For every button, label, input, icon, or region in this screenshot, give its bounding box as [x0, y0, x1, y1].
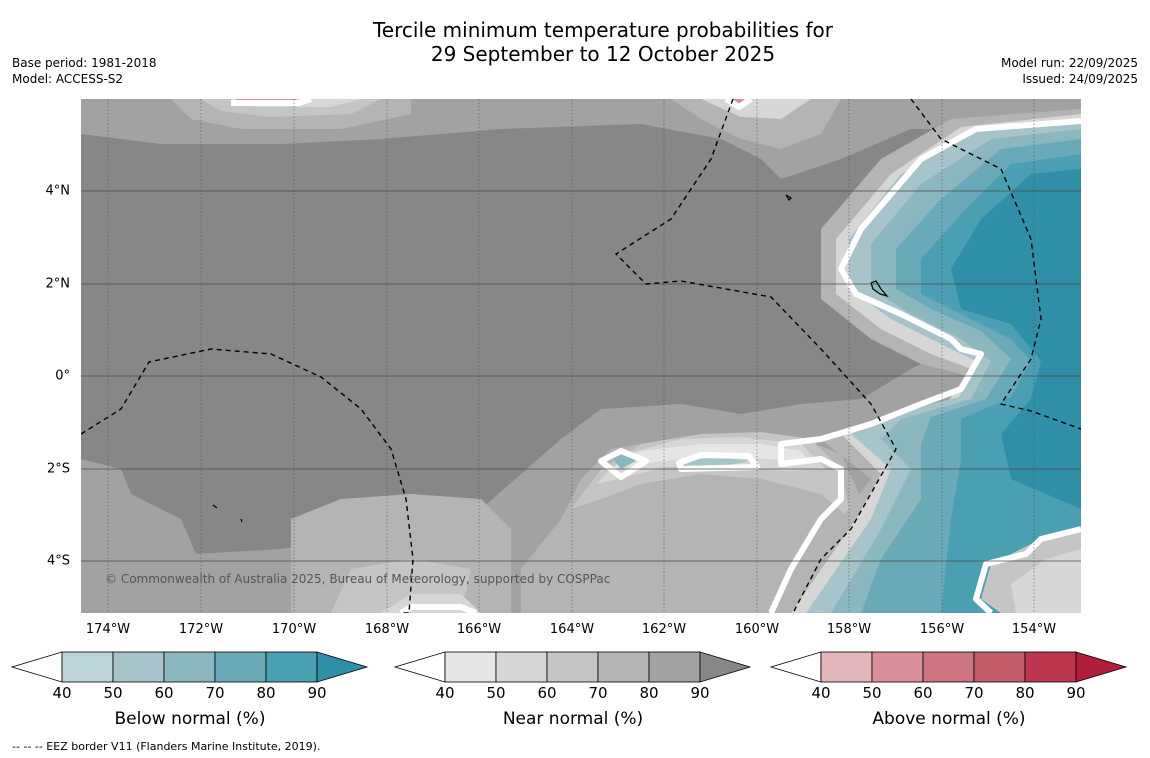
- eez-border-east: [910, 99, 1081, 430]
- lon-label-166w: 166°W: [456, 622, 502, 637]
- eez-borders: [81, 99, 1081, 613]
- colorbar-above-seg-5: [1024, 651, 1077, 683]
- issued-date: Issued: 24/09/2025: [1022, 72, 1138, 86]
- meta-left: Base period: 1981-2018 Model: ACCESS-S2: [12, 55, 157, 87]
- boundary-north-center: [724, 99, 753, 110]
- island-3: [212, 504, 218, 509]
- base-period: Base period: 1981-2018: [12, 56, 157, 70]
- near-tick-50: 50: [486, 684, 506, 702]
- above-tick-90: 90: [1066, 684, 1086, 702]
- below-tick-50: 50: [103, 684, 123, 702]
- lat-label-2n: 2°N: [45, 276, 71, 292]
- near-normal-title: Near normal (%): [502, 709, 644, 729]
- below-normal-title: Below normal (%): [114, 709, 266, 729]
- islands: [212, 194, 889, 523]
- colorbar-above-normal: [770, 651, 1128, 683]
- eez-footnote: -- -- -- EEZ border V11 (Flanders Marine…: [12, 740, 321, 753]
- colorbar-above-seg-2: [871, 651, 924, 683]
- colorbar-near-seg-3: [546, 651, 599, 683]
- near-tick-70: 70: [588, 684, 608, 702]
- colorbar-above-seg-1: [820, 651, 873, 683]
- colorbar-near-arrow-high: [699, 651, 752, 683]
- lon-label-162w: 162°W: [641, 622, 687, 637]
- above-tick-80: 80: [1015, 684, 1035, 702]
- boundary-bottom: [399, 604, 478, 613]
- above-normal-title: Above normal (%): [872, 709, 1026, 729]
- lat-label-0: 0°: [55, 368, 70, 384]
- below-tick-90: 90: [307, 684, 327, 702]
- lat-label-4n: 4°N: [45, 183, 71, 199]
- colorbar-below-seg-1: [61, 651, 114, 683]
- model-run: Model run: 22/09/2025: [1000, 56, 1138, 70]
- island-1: [785, 194, 792, 201]
- lon-label-160w: 160°W: [734, 622, 780, 637]
- lat-label-4s: 4°S: [46, 553, 70, 569]
- colorbar-above-seg-4: [973, 651, 1026, 683]
- colorbar-above-arrow-high: [1075, 651, 1128, 683]
- colorbar-near-arrow-low: [394, 651, 446, 683]
- boundary-east: [768, 118, 1081, 613]
- title-line-1: Tercile minimum temperature probabilitie…: [372, 18, 834, 42]
- eez-border-center: [614, 99, 897, 613]
- lon-label-168w: 168°W: [364, 622, 410, 637]
- below-tick-40: 40: [52, 684, 72, 702]
- boundary-southeast: [973, 526, 1081, 613]
- colorbar-below-seg-5: [265, 651, 318, 683]
- colorbar-below-seg-4: [214, 651, 267, 683]
- lon-label-154w: 154°W: [1011, 622, 1057, 637]
- island-4: [240, 518, 243, 523]
- colorbar-below-normal: [11, 651, 369, 683]
- boundary-north-left: [231, 99, 312, 106]
- lon-label-170w: 170°W: [271, 622, 317, 637]
- above-tick-50: 50: [862, 684, 882, 702]
- colorbar-near-seg-2: [495, 651, 548, 683]
- below-tick-60: 60: [154, 684, 174, 702]
- above-tick-70: 70: [964, 684, 984, 702]
- near-tick-80: 80: [639, 684, 659, 702]
- colorbar-near-seg-5: [648, 651, 701, 683]
- near-normal-southeast-pocket-inner: [1011, 549, 1081, 613]
- grid-lat-lines: [81, 190, 1081, 562]
- meta-right: Model run: 22/09/2025 Issued: 24/09/2025: [1001, 55, 1138, 87]
- below-normal-90-east: [951, 169, 1081, 509]
- lon-label-164w: 164°W: [549, 622, 595, 637]
- colorbar-below-arrow-high: [316, 651, 369, 683]
- colorbar-near-seg-1: [444, 651, 497, 683]
- near-tick-90: 90: [690, 684, 710, 702]
- lon-label-158w: 158°W: [826, 622, 872, 637]
- above-tick-40: 40: [811, 684, 831, 702]
- colorbar-below-seg-2: [112, 651, 165, 683]
- colorbar-below-seg-3: [163, 651, 216, 683]
- colorbar-near-normal: [394, 651, 752, 683]
- title-line-2: 29 September to 12 October 2025: [430, 42, 776, 66]
- island-2: [870, 280, 889, 298]
- copyright-notice: © Commonwealth of Australia 2025, Bureau…: [105, 572, 611, 586]
- below-tick-80: 80: [256, 684, 276, 702]
- lon-label-156w: 156°W: [919, 622, 965, 637]
- lon-label-172w: 172°W: [178, 622, 224, 637]
- colorbar-above-arrow-low: [770, 651, 822, 683]
- boundary-south-small-2: [676, 452, 760, 472]
- colorbar-above-seg-3: [922, 651, 975, 683]
- eez-border-west: [81, 348, 414, 613]
- above-tick-60: 60: [913, 684, 933, 702]
- colorbar-near-seg-4: [597, 651, 650, 683]
- boundary-south-small-1: [598, 448, 649, 480]
- lat-label-2s: 2°S: [46, 461, 70, 477]
- above-normal-patch-north-2: [733, 99, 745, 104]
- near-tick-40: 40: [435, 684, 455, 702]
- near-normal-north-center: [671, 99, 841, 149]
- near-tick-60: 60: [537, 684, 557, 702]
- probability-map: [81, 99, 1081, 613]
- chart-title: Tercile minimum temperature probabilitie…: [0, 18, 1150, 66]
- lon-label-174w: 174°W: [85, 622, 131, 637]
- white-boundary-contours: [231, 99, 1081, 613]
- grid-lines: [107, 99, 1035, 613]
- below-tick-70: 70: [205, 684, 225, 702]
- colorbar-below-arrow-low: [11, 651, 63, 683]
- model-name: Model: ACCESS-S2: [12, 72, 124, 86]
